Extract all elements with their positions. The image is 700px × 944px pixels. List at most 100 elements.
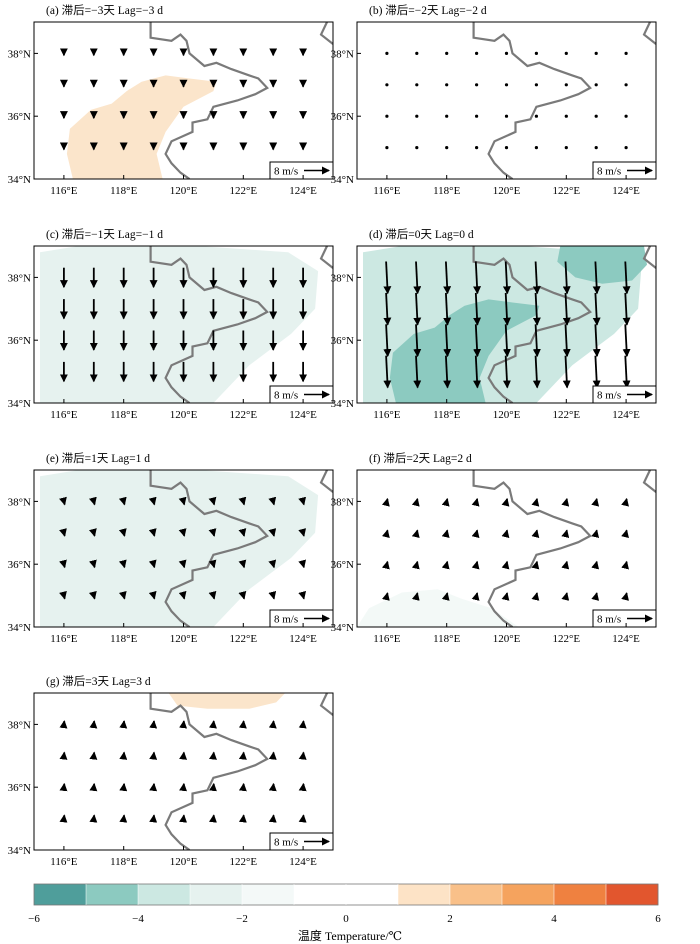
scale-label: 8 m/s <box>274 837 298 849</box>
wind-vector <box>411 497 420 507</box>
wind-vector <box>178 528 187 537</box>
wind-vector <box>592 355 601 389</box>
wind-vector <box>385 51 389 55</box>
wind-vector <box>298 782 307 792</box>
wind-vector <box>208 590 217 600</box>
wind-vector <box>501 592 510 601</box>
wind-vector <box>441 529 450 539</box>
colorbar-tick-label: 6 <box>655 913 661 925</box>
wind-vector <box>148 496 157 506</box>
wind-vector <box>178 590 187 600</box>
coastline <box>149 22 269 179</box>
wind-vector <box>89 782 98 792</box>
wind-vector <box>473 355 482 389</box>
wind-vectors <box>59 720 307 823</box>
wind-vectors <box>59 496 307 600</box>
wind-vector <box>592 261 601 295</box>
lon-tick-label: 118°E <box>110 409 137 421</box>
wind-vector <box>561 560 570 570</box>
map-panel: 8 m/s 34°N 36°N 38°N 116°E 118°E 120°E 122°E 124… <box>8 4 334 197</box>
wind-vector <box>208 814 217 823</box>
wind-vector <box>471 560 480 570</box>
wind-vector <box>473 261 482 295</box>
wind-vector <box>561 497 570 507</box>
lat-tick-label: 38°N <box>8 272 31 284</box>
wind-vector <box>89 751 98 760</box>
vector-scale-legend: 8 m/s <box>269 609 334 628</box>
lon-tick-label: 118°E <box>433 185 460 197</box>
lat-tick-label: 38°N <box>8 719 31 731</box>
wind-vector <box>591 560 600 570</box>
wind-vector <box>59 782 68 792</box>
temperature-shading <box>363 246 647 403</box>
lon-tick-label: 124°E <box>289 185 317 197</box>
lon-tick-label: 116°E <box>50 856 77 868</box>
wind-vector <box>148 528 157 537</box>
wind-vector <box>381 592 390 601</box>
wind-vector <box>504 146 509 150</box>
lon-tick-label: 116°E <box>50 185 77 197</box>
wind-vector <box>502 324 511 358</box>
wind-vector <box>413 261 422 295</box>
wind-vector <box>415 51 419 55</box>
map-panel: 8 m/s 34°N 36°N 38°N 116°E 118°E 120°E 122°E 124… <box>331 4 657 197</box>
lon-tick-label: 122°E <box>229 409 257 421</box>
lon-tick-label: 122°E <box>229 856 257 868</box>
colorbar-segment <box>242 884 295 905</box>
wind-vector <box>208 528 217 537</box>
wind-vector <box>59 590 67 600</box>
coastline <box>472 246 592 403</box>
lon-tick-label: 120°E <box>493 633 521 645</box>
wind-vector <box>119 751 128 760</box>
wind-vectors <box>59 267 308 383</box>
coastline <box>319 22 333 45</box>
wind-vector <box>504 114 509 118</box>
wind-vectors <box>385 51 628 150</box>
wind-vector <box>383 261 392 295</box>
scale-label: 8 m/s <box>597 166 621 178</box>
shading-area <box>168 693 286 709</box>
coastline <box>319 693 333 716</box>
panel-title: (a) 滞后=−3天 Lag=−3 d <box>46 4 163 17</box>
vector-scale-legend: 8 m/s <box>592 161 657 180</box>
wind-vector <box>415 114 419 118</box>
wind-vector <box>88 496 97 506</box>
shading-area <box>40 246 319 403</box>
wind-vector <box>178 559 187 569</box>
wind-vector <box>413 324 422 358</box>
colorbar-segment <box>190 884 243 905</box>
lon-tick-label: 124°E <box>612 633 640 645</box>
wind-vector <box>501 529 510 539</box>
wind-vector <box>208 720 217 729</box>
colorbar-segment <box>398 884 451 905</box>
wind-vector <box>475 83 479 87</box>
lon-tick-label: 120°E <box>493 409 521 421</box>
wind-vector <box>502 261 511 295</box>
wind-vector <box>532 261 541 295</box>
wind-vector <box>624 51 628 55</box>
wind-vector <box>532 292 541 326</box>
colorbar-tick-label: 0 <box>343 913 349 925</box>
wind-vector <box>504 83 509 87</box>
wind-vector <box>238 782 247 792</box>
lon-tick-label: 116°E <box>373 409 400 421</box>
lon-tick-label: 124°E <box>612 185 640 197</box>
wind-vector <box>475 51 479 55</box>
wind-vector <box>411 529 420 539</box>
wind-vector <box>622 261 631 295</box>
wind-vector <box>445 83 449 87</box>
wind-vector <box>594 51 598 55</box>
lon-tick-label: 118°E <box>110 856 137 868</box>
lon-tick-label: 122°E <box>552 185 580 197</box>
wind-vector <box>179 782 188 792</box>
vector-scale-legend: 8 m/s <box>592 385 657 404</box>
wind-vector <box>443 324 452 358</box>
wind-vector <box>238 590 247 600</box>
coastline <box>642 22 656 45</box>
wind-vector <box>445 51 449 55</box>
wind-vector <box>238 814 247 823</box>
temperature-shading <box>66 75 217 179</box>
map-panel: 8 m/s 34°N 36°N 38°N 116°E 118°E 120°E 122°E 124… <box>8 228 334 421</box>
wind-vector <box>149 720 158 729</box>
wind-vector <box>592 292 601 326</box>
